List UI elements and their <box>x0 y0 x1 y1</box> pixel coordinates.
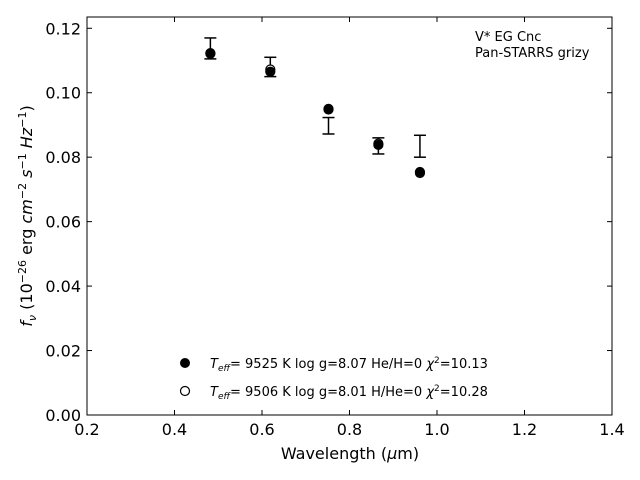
y-axis-label: fν (10−26 erg cm−2 s−1 Hz−1) <box>16 105 39 326</box>
x-tick-label: 1.0 <box>424 420 449 439</box>
point-filled <box>414 166 426 178</box>
point-filled <box>373 139 384 151</box>
x-axis-ticks: 0.2 0.4 0.6 0.8 1.0 1.2 1.4 <box>74 17 625 439</box>
point-filled <box>323 103 334 114</box>
point-filled <box>265 66 276 77</box>
plot-frame <box>86 16 613 416</box>
observed-errorbars <box>204 37 426 158</box>
errorbar <box>413 134 426 158</box>
annotation-filter-set: Pan-STARRS grizy <box>475 46 590 61</box>
errorbar <box>322 116 335 135</box>
point-filled <box>205 47 216 59</box>
legend-marker-open <box>179 385 191 397</box>
legend: Teff= 9525 K log g=8.07 He/H=0 χ2=10.13 … <box>179 356 488 402</box>
x-tick-label: 1.4 <box>599 420 624 439</box>
y-tick-label: 0.04 <box>45 277 81 296</box>
x-tick-label: 0.2 <box>74 420 99 439</box>
y-tick-label: 0.10 <box>45 84 81 103</box>
x-tick-label: 0.6 <box>249 420 274 439</box>
legend-entry-2: Teff= 9506 K log g=8.01 H/He=0 χ2=10.28 <box>210 384 488 402</box>
x-tick-label: 0.8 <box>337 420 362 439</box>
legend-marker-filled <box>180 358 190 368</box>
x-tick-label: 1.2 <box>512 420 537 439</box>
y-tick-label: 0.00 <box>45 406 81 425</box>
y-tick-label: 0.06 <box>45 213 81 232</box>
x-tick-label: 0.4 <box>162 420 187 439</box>
y-tick-label: 0.08 <box>45 148 81 167</box>
y-axis-ticks: 0.00 0.02 0.04 0.06 0.08 0.10 0.12 <box>45 19 612 425</box>
y-tick-label: 0.12 <box>45 19 81 38</box>
x-axis-label: Wavelength (μm) <box>281 444 419 463</box>
y-tick-label: 0.02 <box>45 342 81 361</box>
model-points <box>205 47 426 179</box>
annotation-star-name: V* EG Cnc <box>475 30 541 45</box>
legend-entry-1: Teff= 9525 K log g=8.07 He/H=0 χ2=10.13 <box>210 356 488 374</box>
